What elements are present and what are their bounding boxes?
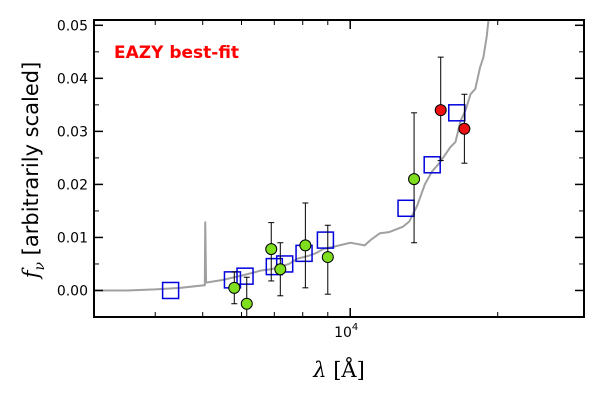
y-tick-label: 0.03 xyxy=(57,124,88,140)
x-axis-label-symbol: λ xyxy=(312,358,326,382)
x-axis-label: λ [Å] xyxy=(312,357,365,382)
x-axis-label-rest: [Å] xyxy=(327,357,365,382)
x-tick-label-exponent: 4 xyxy=(352,322,358,333)
y-tick-label: 0.01 xyxy=(57,230,88,246)
photometry-point xyxy=(265,243,278,256)
photometry-point xyxy=(321,251,334,264)
model-point xyxy=(161,281,180,300)
model-point xyxy=(423,156,441,174)
photometry-point xyxy=(299,239,312,252)
chart-annotation: EAZY best-fit xyxy=(114,43,239,63)
photometry-point xyxy=(434,104,447,117)
model-point xyxy=(397,199,415,218)
model-point xyxy=(236,267,254,285)
y-axis-label-sub: ν xyxy=(32,262,48,271)
x-tick-label-base: 10 xyxy=(334,325,352,341)
y-tick-label: 0.04 xyxy=(57,71,88,87)
photometry-point xyxy=(274,263,287,276)
y-tick-label: 0.00 xyxy=(57,283,88,299)
plot-frame xyxy=(93,19,585,318)
x-tick-label: 104 xyxy=(334,322,358,341)
y-axis-label-symbol: f xyxy=(19,267,43,280)
y-tick-label: 0.02 xyxy=(57,177,88,193)
y-axis-label: fν [arbitrarily scaled] xyxy=(19,62,48,281)
y-axis-label-rest: [arbitrarily scaled] xyxy=(19,62,43,262)
photometry-point xyxy=(458,122,471,135)
photometry-point xyxy=(228,281,241,294)
template-sed-line xyxy=(94,20,490,292)
photometry-point xyxy=(240,297,253,310)
model-point xyxy=(316,231,335,249)
y-tick-label: 0.05 xyxy=(57,18,88,34)
photometry-point xyxy=(408,173,421,186)
